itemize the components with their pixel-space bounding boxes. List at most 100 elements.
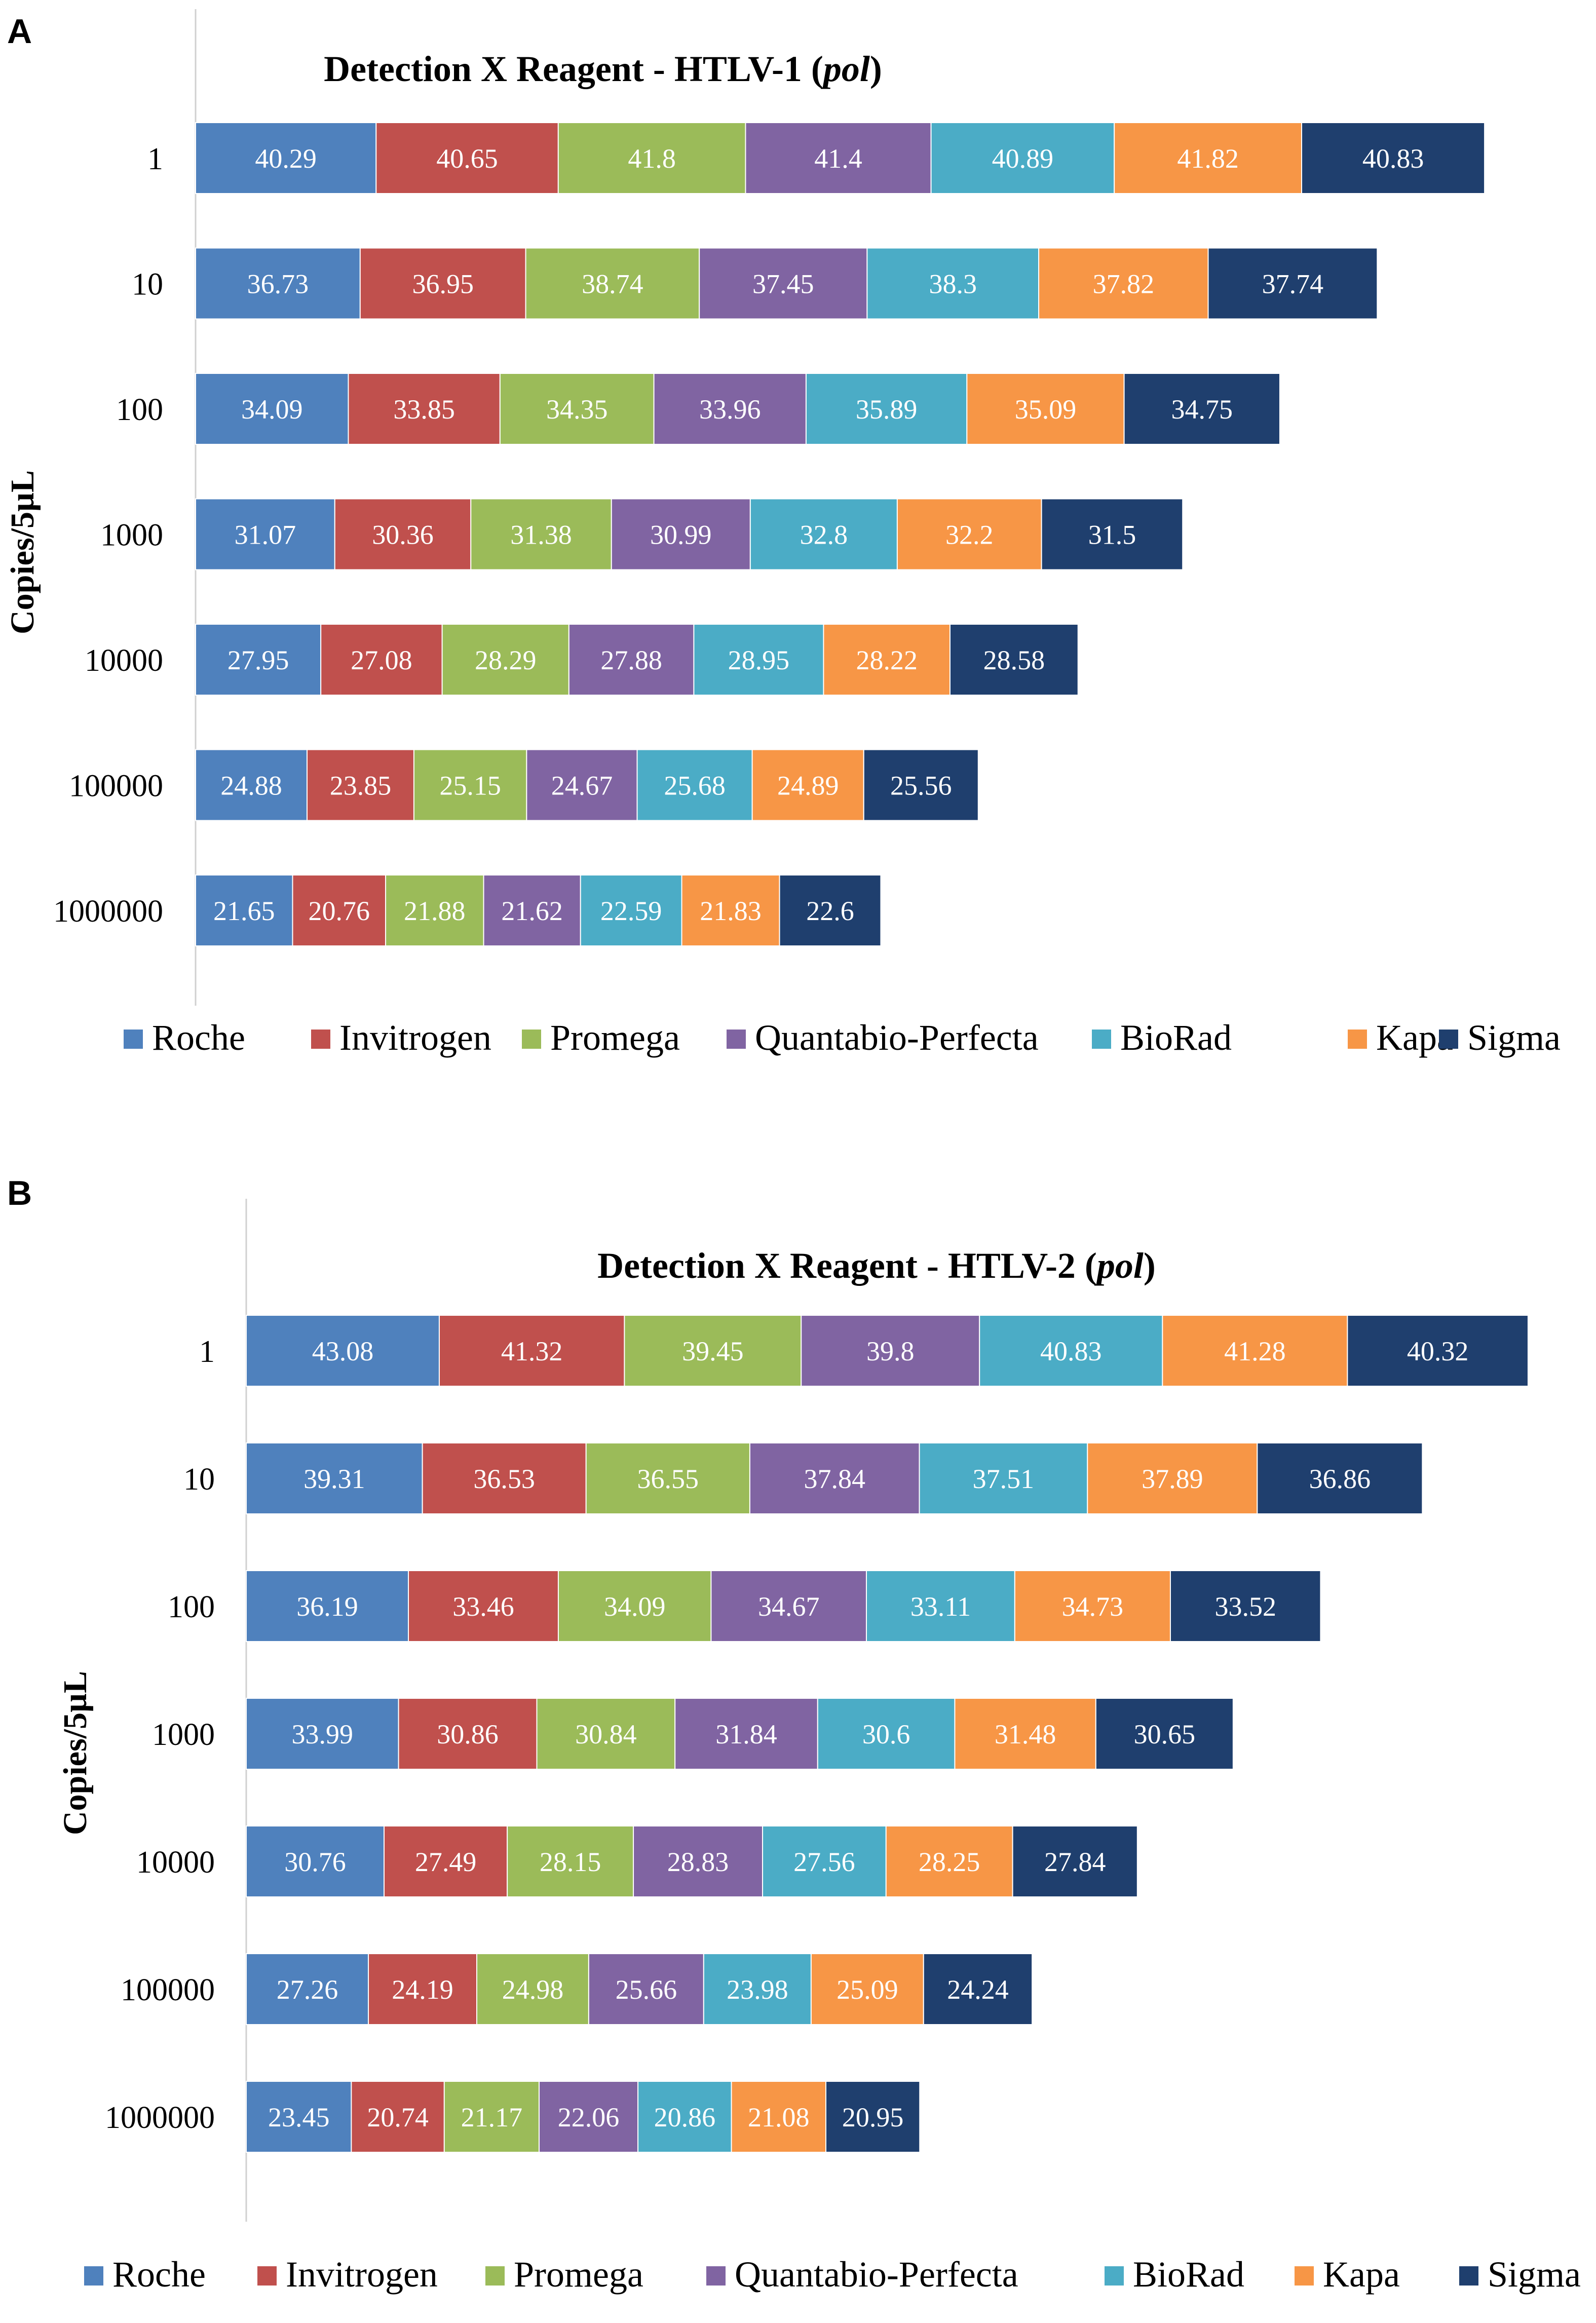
data-label: 39.31 [303,1464,365,1494]
data-label: 20.86 [654,2102,716,2132]
data-label: 40.32 [1407,1336,1469,1366]
bar-segment-biorad [636,749,753,821]
data-label: 21.08 [748,2102,810,2132]
category-tick-label: 100000 [121,1973,215,2007]
data-label: 28.15 [540,1847,601,1877]
bar-segment-quantabio-perfecta [526,749,638,821]
bar-segment-sigma [1041,498,1184,570]
data-label: 20.76 [309,896,370,926]
chart-panel-a: A Detection X Reagent - HTLV-1 (pol) Cop… [4,9,1561,1058]
data-label: 31.38 [510,520,572,550]
data-label: 28.25 [919,1847,980,1877]
bar-segment-invitrogen [368,1953,477,2025]
bar-segment-promega [441,624,569,696]
category-tick-labels: 1 10 100 1000 10000 100000 1000000 [105,1335,215,2135]
data-label: 33.52 [1214,1591,1276,1622]
bar-segment-promega [413,749,527,821]
legend-label-quantabio-perfecta: Quantabio-Perfecta [735,2254,1018,2295]
chart-panel-b: B Detection X Reagent - HTLV-2 (pol) Cop… [7,1174,1581,2295]
bar-segment-kapa [954,1698,1096,1770]
bar-segment-roche [195,624,322,696]
data-label: 37.45 [752,269,814,299]
bar-segment-kapa [751,749,864,821]
bar-segment-kapa [896,498,1042,570]
bar-segment-roche [195,498,335,570]
data-label: 27.26 [277,1974,338,2005]
bar-segment-sigma [1301,122,1486,194]
quantabio-perfecta-legend-swatch [706,2266,726,2286]
bar-segment-kapa [1038,247,1209,320]
bar-segment-sigma [1123,373,1280,445]
data-label: 37.89 [1142,1464,1203,1494]
legend-label-roche: Roche [152,1017,245,1058]
bar-segment-roche [195,247,361,320]
bar-segment-roche [246,1570,409,1642]
data-label: 27.49 [415,1847,477,1877]
data-label: 40.65 [436,143,498,174]
bar-segment-sigma [1347,1315,1529,1387]
promega-legend-swatch [485,2266,505,2286]
data-label: 21.65 [213,896,275,926]
bar-segment-biorad [805,373,968,445]
data-label: 40.29 [255,143,317,174]
bar-segment-invitrogen [384,1825,508,1897]
invitrogen-legend-swatch [257,2266,277,2286]
category-tick-label: 10 [183,1462,215,1497]
bar-segment-promega [557,122,746,194]
data-label: 34.75 [1171,394,1233,425]
data-label: 30.65 [1134,1719,1196,1749]
data-label: 34.09 [604,1591,666,1622]
bar-segment-biorad [919,1442,1088,1514]
bar-segment-quantabio-perfecta [568,624,695,696]
category-tick-label: 1 [199,1335,215,1369]
legend-label-promega: Promega [550,1017,680,1058]
data-label: 33.85 [393,394,455,425]
legend: Roche Invitrogen Promega Quantabio-Perfecta… [124,1017,1561,1058]
bar-segment-roche [195,122,377,194]
category-tick-label: 100 [168,1590,215,1624]
bar-segment-quantabio-perfecta [611,498,751,570]
data-label: 24.67 [551,771,613,801]
data-label: 24.24 [947,1974,1009,2005]
bar-segment-biorad [866,1570,1015,1642]
data-label: 35.89 [856,394,918,425]
legend-label-biorad: BioRad [1120,1017,1232,1058]
sigma-legend-swatch [1459,2266,1478,2286]
bar-segment-quantabio-perfecta [653,373,807,445]
roche-legend-swatch [84,2266,103,2286]
bar-segment-roche [246,1442,423,1514]
bar-segment-roche [195,749,308,821]
bar-segment-quantabio-perfecta [483,874,581,946]
bar-segment-quantabio-perfecta [710,1570,867,1642]
data-label: 30.99 [650,520,712,550]
data-label: 30.84 [575,1719,637,1749]
category-tick-label: 1000000 [53,894,163,929]
category-tick-labels: 1 10 100 1000 10000 100000 1000000 [53,142,163,929]
bar-segment-promega [476,1953,589,2025]
bar-segment-invitrogen [334,498,472,570]
data-label: 30.86 [437,1719,499,1749]
data-label: 31.07 [235,520,296,550]
bar-segment-sigma [825,2081,921,2153]
data-label: 28.29 [475,645,537,675]
data-label: 41.32 [501,1336,563,1366]
data-label: 43.08 [312,1336,374,1366]
bar-segment-promega [525,247,700,320]
bar-segment-promega [536,1698,676,1770]
bar-segment-invitrogen [375,122,559,194]
data-label: 25.09 [837,1974,898,2005]
bar-segment-roche [246,2081,352,2153]
bar-segment-sigma [923,1953,1033,2025]
bar-segment-sigma [1257,1442,1423,1514]
data-label: 24.19 [392,1974,453,2005]
data-label: 36.86 [1309,1464,1371,1494]
data-label: 40.89 [992,143,1054,174]
data-label: 21.83 [700,896,762,926]
bar-segment-roche [246,1953,369,2025]
data-label: 41.8 [628,143,676,174]
data-label: 36.19 [296,1591,358,1622]
bar-segment-kapa [1162,1315,1348,1387]
bar-segment-invitrogen [307,749,414,821]
bar-segment-quantabio-perfecta [699,247,868,320]
category-tick-label: 100 [116,393,163,427]
